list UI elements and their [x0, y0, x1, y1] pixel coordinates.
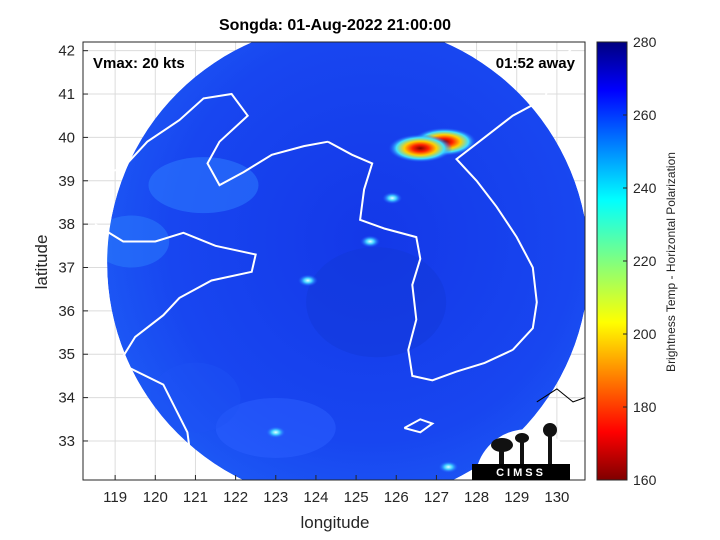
y-tick-label: 36 [58, 303, 75, 320]
x-tick-label: 125 [344, 489, 369, 506]
x-tick-label: 119 [103, 489, 127, 506]
colorbar-tick-label: 180 [633, 399, 657, 415]
x-tick-label: 122 [223, 489, 248, 506]
convection-yellow-sea-2 [297, 274, 318, 287]
coastline-2 [327, 140, 514, 382]
y-tick-label: 33 [58, 433, 75, 450]
x-tick-label: 121 [183, 489, 208, 506]
convection-north-korea-2 [388, 134, 453, 163]
logo-label: CIMSS [496, 467, 546, 479]
colorbar-label: Brightness Temp - Horizontal Polarizatio… [664, 152, 678, 372]
colorbar-tick-label: 280 [633, 34, 657, 50]
x-tick-label: 130 [544, 489, 569, 506]
axes-box [82, 41, 586, 481]
y-tick-label: 38 [58, 216, 75, 233]
logo-stand-left [499, 450, 504, 464]
colorbar [596, 41, 628, 481]
time-offset-annotation: 01:52 away [496, 55, 576, 72]
logo-stand-right [520, 442, 524, 464]
x-axis-label: longitude [300, 513, 369, 532]
x-tick-label: 120 [143, 489, 168, 506]
convection-jeju [438, 460, 459, 473]
logo-dish-right [515, 433, 529, 443]
colorbar-ticks: 160 180 200 220 240 260 280 [623, 34, 657, 488]
x-tick-label: 127 [424, 489, 449, 506]
swath [107, 42, 585, 480]
y-tick-label: 41 [58, 86, 75, 103]
colorbar-tick-label: 240 [633, 180, 657, 196]
coastline-3 [455, 45, 574, 351]
bohai-sea-region [148, 157, 259, 214]
y-tick-label: 35 [58, 346, 75, 363]
x-tick-label: 126 [384, 489, 409, 506]
yellow-sea-region [306, 247, 447, 358]
x-axis-ticks: 119 120 121 122 123 124 125 126 127 128 129 130 [103, 475, 569, 506]
coastline-japan [536, 388, 585, 403]
x-tick-label: 128 [464, 489, 489, 506]
x-tick-label: 129 [504, 489, 529, 506]
y-tick-label: 42 [58, 43, 75, 60]
coastline-4 [403, 418, 435, 434]
logo-tower-top [543, 423, 557, 437]
logo-dish-left [491, 438, 513, 452]
colorbar-tick-label: 200 [633, 326, 657, 342]
cimss-logo: CIMSS [472, 423, 570, 480]
x-tick-label: 124 [303, 489, 328, 506]
coastlines-on-swath [94, 45, 574, 463]
logo-tower [548, 436, 552, 464]
chart-title: Songda: 01-Aug-2022 21:00:00 [219, 17, 451, 34]
x-tick-label: 123 [263, 489, 288, 506]
china-land-region [150, 362, 241, 433]
coastlines-outside [536, 388, 585, 403]
y-tick-label: 40 [58, 129, 75, 146]
y-axis-ticks: 33 34 35 36 37 38 39 40 41 42 [58, 43, 88, 450]
data-area [94, 42, 585, 480]
y-tick-label: 39 [58, 173, 75, 190]
y-tick-label: 37 [58, 260, 75, 277]
convection-yellow-sea-3 [382, 192, 403, 205]
y-tick-label: 34 [58, 390, 75, 407]
colorbar-tick-label: 260 [633, 107, 657, 123]
coastline-0 [94, 92, 329, 187]
colorbar-tick-label: 220 [633, 253, 657, 269]
convection-yellow-sea-1 [360, 235, 381, 248]
coastline-1 [94, 223, 257, 463]
warm-land-china [265, 426, 286, 439]
vmax-annotation: Vmax: 20 kts [93, 55, 185, 72]
colorbar-tick-label: 160 [633, 472, 657, 488]
logo-band [472, 464, 570, 480]
y-axis-label: latitude [32, 235, 51, 290]
